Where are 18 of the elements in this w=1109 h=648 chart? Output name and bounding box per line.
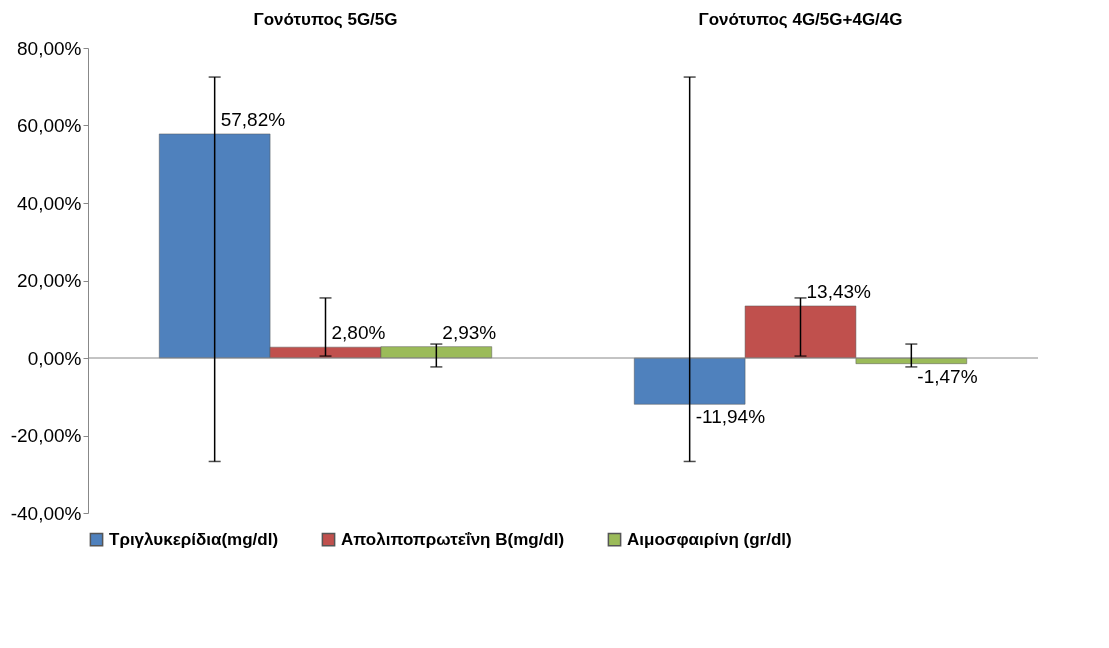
x-tick-label: Γονότυπος 5G/5G — [253, 9, 398, 29]
y-tick-label: 80,00% — [17, 37, 82, 59]
y-tick-label: 40,00% — [17, 192, 82, 214]
data-label: 2,80% — [331, 322, 386, 344]
data-label: -1,47% — [917, 365, 978, 387]
y-tick-label: 20,00% — [17, 270, 82, 291]
y-tick-label: 0,00% — [27, 347, 82, 369]
legend-label: Αιμοσφαιρίνη (gr/dl) — [627, 529, 792, 549]
y-tick-label: -40,00% — [10, 502, 82, 524]
data-label: 57,82% — [220, 108, 286, 130]
y-tick-label: 60,00% — [17, 115, 82, 136]
legend-label: Τριγλυκερίδια(mg/dl) — [109, 529, 279, 549]
x-tick-label: Γονότυπος 4G/5G+4G/4G — [698, 9, 903, 29]
data-label: 13,43% — [806, 280, 872, 302]
legend-label: Απολιποπρωτεΐνη Β(mg/dl) — [341, 529, 565, 549]
y-tick-label: -20,00% — [10, 425, 82, 446]
data-label: 2,93% — [442, 321, 497, 343]
data-label: -11,94% — [695, 406, 766, 428]
